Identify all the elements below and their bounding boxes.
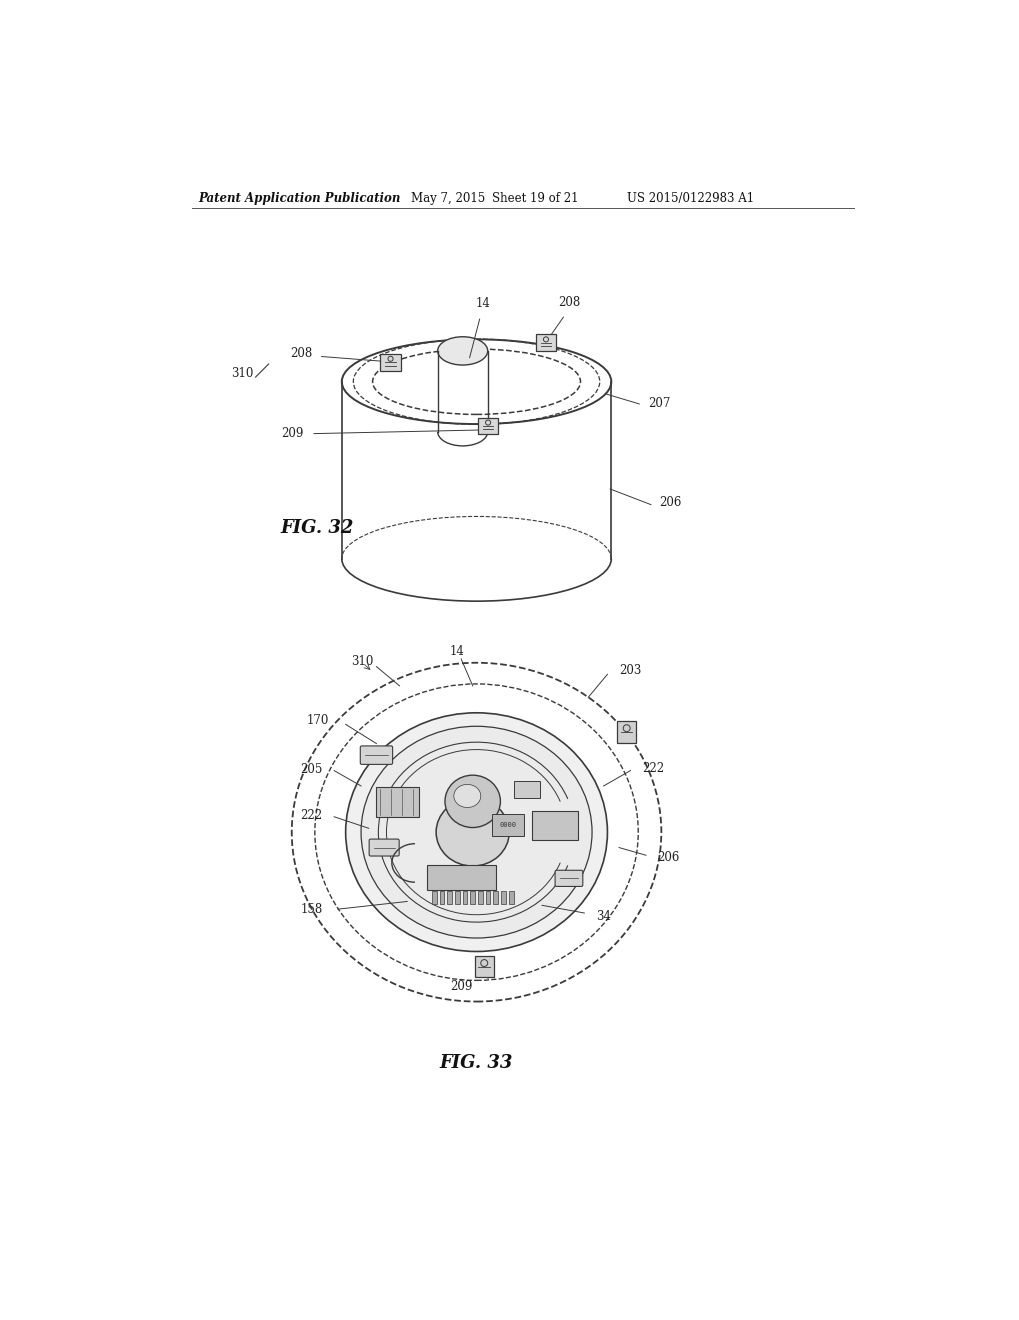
Text: 209: 209: [280, 428, 303, 440]
Bar: [500, 891, 505, 904]
Bar: [478, 417, 497, 434]
Text: 310: 310: [230, 367, 253, 380]
Text: 206: 206: [658, 495, 681, 508]
Text: US 2015/0122983 A1: US 2015/0122983 A1: [626, 191, 753, 205]
Bar: [454, 891, 460, 904]
Text: 310: 310: [352, 655, 373, 668]
Ellipse shape: [345, 713, 607, 952]
Bar: [478, 891, 482, 904]
Bar: [513, 780, 540, 797]
Text: 0000: 0000: [499, 822, 516, 828]
Ellipse shape: [361, 726, 591, 939]
Bar: [376, 788, 419, 817]
Bar: [491, 814, 524, 836]
Ellipse shape: [436, 799, 508, 866]
FancyBboxPatch shape: [369, 840, 398, 857]
Bar: [616, 722, 636, 743]
Bar: [508, 891, 513, 904]
Text: 14: 14: [449, 644, 465, 657]
Text: 158: 158: [300, 903, 322, 916]
Text: 209: 209: [449, 979, 472, 993]
Text: FIG. 33: FIG. 33: [439, 1055, 513, 1072]
Bar: [474, 956, 493, 978]
Ellipse shape: [444, 775, 500, 828]
Text: 170: 170: [306, 714, 328, 727]
Bar: [535, 334, 555, 351]
Text: 203: 203: [619, 664, 641, 677]
Text: Sheet 19 of 21: Sheet 19 of 21: [491, 191, 578, 205]
Text: 206: 206: [657, 851, 680, 865]
Text: 207: 207: [648, 397, 669, 409]
Bar: [426, 866, 495, 890]
Bar: [447, 891, 451, 904]
Text: FIG. 32: FIG. 32: [280, 519, 354, 537]
Bar: [431, 891, 436, 904]
Text: 14: 14: [475, 297, 490, 310]
Text: May 7, 2015: May 7, 2015: [411, 191, 485, 205]
Text: 34: 34: [595, 911, 610, 924]
Ellipse shape: [437, 337, 487, 366]
Bar: [532, 810, 578, 840]
Bar: [485, 891, 490, 904]
Ellipse shape: [453, 784, 480, 808]
Text: 222: 222: [301, 809, 322, 822]
Text: 208: 208: [557, 296, 580, 309]
Bar: [463, 891, 467, 904]
Text: Patent Application Publication: Patent Application Publication: [198, 191, 399, 205]
Bar: [380, 354, 400, 371]
FancyBboxPatch shape: [360, 746, 392, 764]
Bar: [439, 891, 444, 904]
FancyBboxPatch shape: [554, 870, 582, 887]
Text: 222: 222: [642, 762, 663, 775]
Bar: [493, 891, 497, 904]
Bar: [470, 891, 475, 904]
Text: 205: 205: [300, 763, 322, 776]
Text: 208: 208: [290, 347, 312, 360]
